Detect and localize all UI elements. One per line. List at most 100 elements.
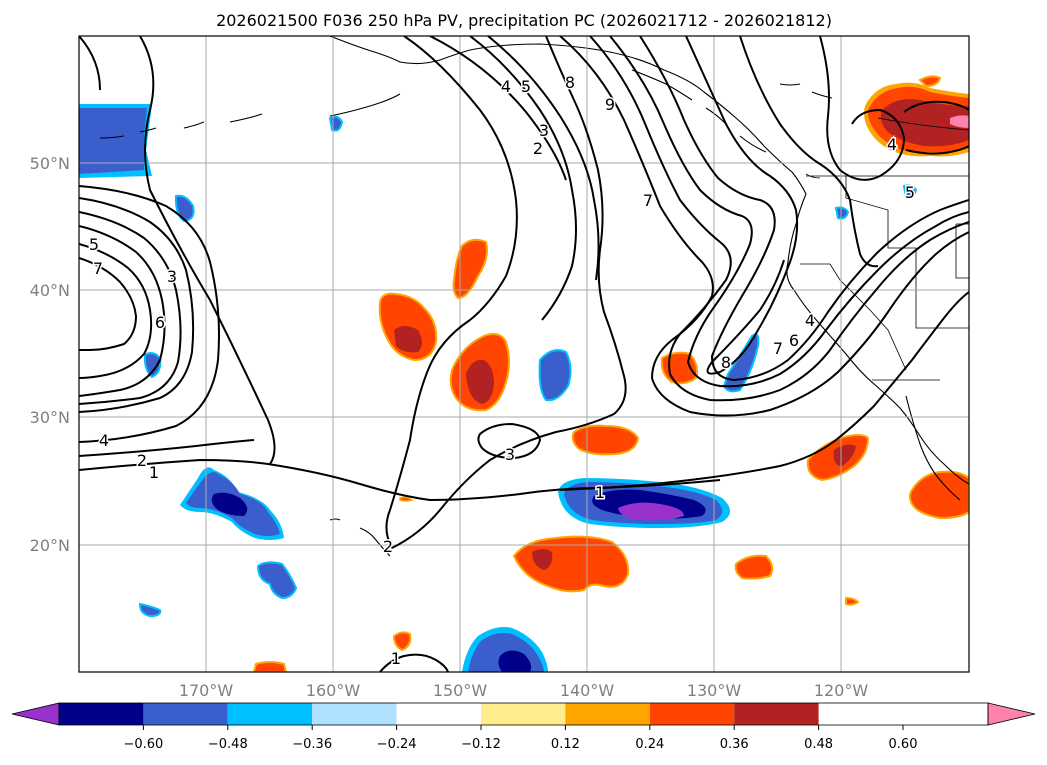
colorbar-segment xyxy=(227,703,313,725)
pv-contour xyxy=(429,36,567,181)
colorbar-tick-labels: −0.60 −0.48 −0.36 −0.24 −0.12 0.12 0.24 … xyxy=(123,737,917,752)
colorbar-ticks xyxy=(142,725,904,730)
pv-contour xyxy=(559,479,721,491)
contour-label: 2 xyxy=(383,537,393,556)
figure-title: 2026021500 F036 250 hPa PV, precipitatio… xyxy=(216,11,832,30)
colorbar-segment xyxy=(565,703,650,725)
colorbar-segment xyxy=(143,703,228,725)
colorbar-tick-label: −0.24 xyxy=(377,737,417,752)
precip-negative-region xyxy=(328,115,344,132)
lat-label: 50°N xyxy=(30,154,70,173)
political-borders xyxy=(800,117,969,381)
pv-contour xyxy=(79,257,138,351)
pv-contour xyxy=(609,36,969,388)
precip-positive-region xyxy=(660,351,699,385)
precip-positive-region xyxy=(378,292,438,362)
contour-label: 1 xyxy=(391,649,401,668)
contour-label: 5 xyxy=(89,235,99,254)
pv-contour xyxy=(79,439,255,457)
contour-label: 3 xyxy=(539,121,549,140)
precip-positive-region xyxy=(909,470,969,520)
pv-contour xyxy=(903,100,969,155)
contour-label: 4 xyxy=(501,77,511,96)
precip-negative-region xyxy=(256,561,298,600)
colorbar-tick-label: 0.24 xyxy=(635,737,664,752)
colorbar-tick-label: 0.48 xyxy=(804,737,833,752)
colorbar-segment xyxy=(59,703,144,725)
precip-negative-region xyxy=(462,627,548,672)
colorbar-tick-label: 0.60 xyxy=(889,737,918,752)
contour-label: 4 xyxy=(99,431,109,450)
pv-contour xyxy=(79,243,153,379)
colorbar-extend-max xyxy=(987,702,1036,726)
colorbar: −0.60 −0.48 −0.36 −0.24 −0.12 0.12 0.24 … xyxy=(11,702,1036,752)
contour-label: 9 xyxy=(605,95,615,114)
colorbar-segment xyxy=(649,703,735,725)
gridlines xyxy=(79,36,969,672)
lon-label: 160°W xyxy=(306,681,361,700)
pv-contour xyxy=(469,36,577,321)
pv-contour xyxy=(79,36,276,465)
contour-label: 8 xyxy=(721,353,731,372)
colorbar-tick-label: −0.48 xyxy=(208,737,248,752)
contour-label: 6 xyxy=(155,313,165,332)
pv-contour xyxy=(385,36,518,549)
pv-contour xyxy=(391,36,627,549)
precip-negative-region xyxy=(558,478,730,528)
colorbar-segment xyxy=(312,703,397,725)
colorbar-tick-label: 0.12 xyxy=(551,737,580,752)
pv-contour xyxy=(639,36,969,382)
precip-positive-region xyxy=(734,554,774,580)
longitude-labels: 170°W 160°W 150°W 140°W 130°W 120°W xyxy=(179,681,869,700)
contour-label: 7 xyxy=(643,191,653,210)
latitude-labels: 50°N 40°N 30°N 20°N xyxy=(30,154,70,555)
lat-label: 40°N xyxy=(30,281,70,300)
colorbar-segment xyxy=(481,703,566,725)
pv-contours xyxy=(79,36,969,672)
contour-label: 4 xyxy=(805,311,815,330)
map-frame xyxy=(78,35,970,673)
contour-label: 3 xyxy=(505,445,515,464)
lon-label: 130°W xyxy=(687,681,742,700)
pv-contour xyxy=(79,197,195,413)
precip-negative-region xyxy=(143,352,162,379)
lon-label: 140°W xyxy=(560,681,615,700)
pv-contour xyxy=(79,225,166,397)
colorbar-outline xyxy=(58,702,989,726)
colorbar-tick-label: −0.12 xyxy=(461,737,501,752)
lon-label: 120°W xyxy=(814,681,869,700)
precip-negative-region xyxy=(79,104,152,178)
pv-contour xyxy=(589,36,969,402)
precip-positive-region xyxy=(452,238,488,300)
contour-label: 3 xyxy=(167,267,177,286)
contour-label: 1 xyxy=(149,463,159,482)
pv-contour xyxy=(739,36,879,268)
pv-contour-labels: 5 7 3 6 4 2 1 4 5 8 9 3 2 7 8 7 6 4 3 1 … xyxy=(87,72,916,670)
pv-contour xyxy=(487,36,600,281)
contour-label: 5 xyxy=(905,183,915,202)
contour-label: 2 xyxy=(533,139,543,158)
precip-negative-region xyxy=(538,349,572,402)
contour-label: 4 xyxy=(887,135,897,154)
contour-label: 1 xyxy=(595,483,605,502)
pv-contour xyxy=(559,36,969,417)
colorbar-segment xyxy=(396,703,481,725)
precip-positive-region xyxy=(252,496,860,672)
colorbar-tick-label: −0.36 xyxy=(292,737,332,752)
coastlines xyxy=(99,36,969,557)
colorbar-tick-label: 0.36 xyxy=(720,737,749,752)
lat-label: 30°N xyxy=(30,408,70,427)
map-content: 5 7 3 6 4 2 1 4 5 8 9 3 2 7 8 7 6 4 3 1 … xyxy=(79,36,969,672)
contour-label: 5 xyxy=(521,77,531,96)
colorbar-tick-label: −0.60 xyxy=(123,737,163,752)
precipitation-shading xyxy=(79,75,969,672)
colorbar-extend-min xyxy=(11,702,60,726)
precip-positive-region xyxy=(571,424,640,456)
precip-negative-region xyxy=(722,333,760,393)
colorbar-segment xyxy=(734,703,819,725)
precip-positive-region xyxy=(449,333,510,412)
precip-positive-region xyxy=(512,535,630,593)
pv-contour xyxy=(379,653,449,672)
pv-contour xyxy=(819,36,906,181)
